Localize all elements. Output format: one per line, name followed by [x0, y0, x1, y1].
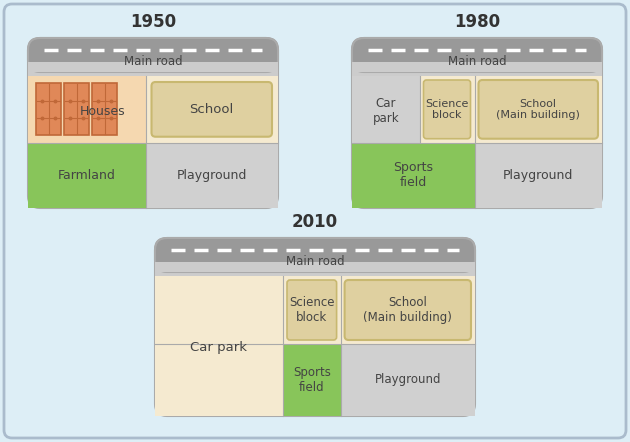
Text: Car park: Car park: [190, 342, 248, 354]
Bar: [352, 72, 602, 76]
FancyBboxPatch shape: [28, 38, 278, 208]
Bar: [146, 143, 278, 208]
Bar: [352, 76, 602, 143]
FancyBboxPatch shape: [423, 80, 471, 139]
Text: Main road: Main road: [285, 255, 345, 267]
Text: 2010: 2010: [292, 213, 338, 231]
Text: Playground: Playground: [503, 169, 573, 182]
FancyBboxPatch shape: [287, 280, 336, 340]
Bar: [36, 84, 61, 135]
FancyBboxPatch shape: [345, 280, 471, 340]
Text: Car
park: Car park: [372, 97, 399, 126]
Text: 1980: 1980: [454, 13, 500, 31]
Text: Science
block: Science block: [425, 99, 469, 120]
FancyBboxPatch shape: [479, 80, 598, 139]
Bar: [341, 344, 475, 416]
Text: Houses: Houses: [80, 105, 125, 118]
Bar: [146, 76, 278, 143]
Bar: [283, 344, 341, 416]
Text: 1950: 1950: [130, 13, 176, 31]
Bar: [155, 276, 475, 416]
Text: Playground: Playground: [176, 169, 247, 182]
Bar: [28, 62, 278, 72]
Bar: [64, 84, 89, 135]
Text: Sports
field: Sports field: [393, 161, 433, 189]
Text: Main road: Main road: [123, 55, 182, 68]
Text: School: School: [190, 103, 234, 116]
Text: Playground: Playground: [375, 373, 441, 386]
FancyBboxPatch shape: [155, 238, 475, 272]
Text: School
(Main building): School (Main building): [364, 296, 452, 324]
Bar: [92, 84, 117, 135]
Bar: [28, 72, 278, 76]
Bar: [155, 263, 475, 272]
Bar: [352, 143, 474, 208]
Bar: [352, 62, 602, 72]
FancyBboxPatch shape: [151, 82, 272, 137]
FancyBboxPatch shape: [352, 38, 602, 72]
FancyBboxPatch shape: [28, 38, 278, 72]
Bar: [474, 143, 602, 208]
Bar: [155, 272, 475, 276]
Text: Sports
field: Sports field: [293, 366, 331, 394]
Text: School
(Main building): School (Main building): [496, 99, 580, 120]
Bar: [28, 143, 146, 208]
Text: Farmland: Farmland: [58, 169, 116, 182]
Bar: [352, 76, 420, 143]
FancyBboxPatch shape: [352, 38, 602, 208]
Text: Main road: Main road: [448, 55, 507, 68]
Text: Science
block: Science block: [289, 296, 335, 324]
FancyBboxPatch shape: [155, 238, 475, 416]
Bar: [28, 76, 146, 143]
